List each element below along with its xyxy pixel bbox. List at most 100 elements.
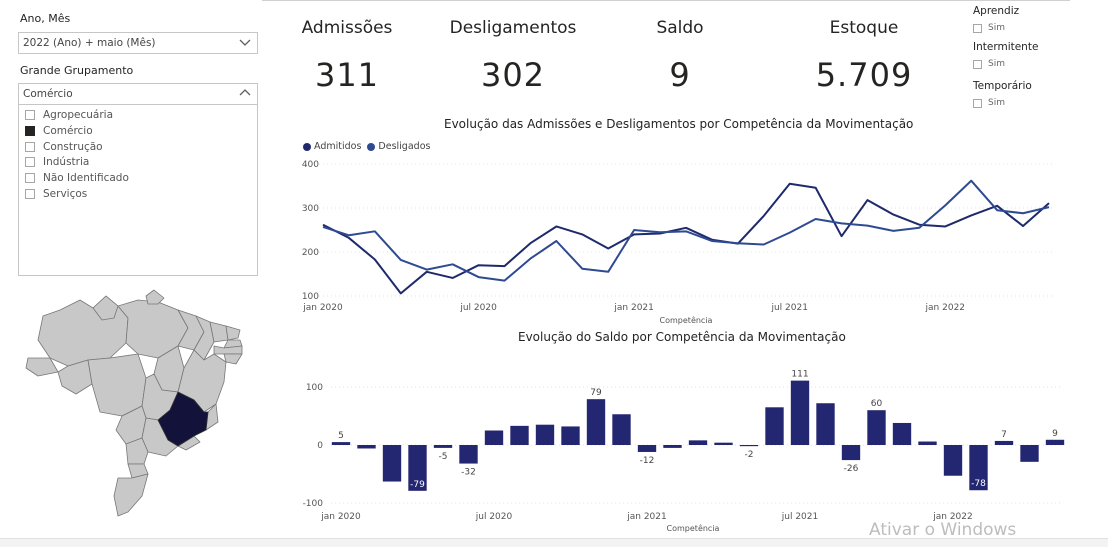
saldo-bar — [510, 425, 529, 445]
saldo-bar — [892, 422, 912, 445]
option-label: Serviços — [43, 188, 88, 200]
state-rn[interactable] — [225, 325, 241, 341]
checkbox[interactable] — [973, 98, 982, 108]
option-label: Comércio — [43, 125, 93, 137]
filter-temporario-sim[interactable]: Sim — [973, 98, 1005, 108]
legend-admitidos[interactable]: Admitidos — [303, 141, 361, 152]
checkbox[interactable] — [25, 173, 35, 183]
state-mg-highlight[interactable] — [157, 391, 209, 447]
saldo-bar — [331, 442, 351, 445]
state-mt[interactable] — [87, 353, 147, 417]
line-chart[interactable]: 100 200 300 400 jan 2020 jul 2020 jan 2021 jul … — [295, 156, 1065, 328]
period-slicer-title: Ano, Mês — [20, 12, 71, 25]
state-al-se[interactable] — [223, 353, 243, 365]
saldo-bar — [969, 445, 988, 491]
data-label: -78 — [971, 479, 986, 489]
x-tick-label: jan 2020 — [302, 303, 343, 313]
option-label: Sim — [988, 23, 1005, 33]
x-axis-label: Competência — [667, 523, 720, 533]
checkbox[interactable] — [973, 23, 982, 33]
x-axis-label: Competência — [660, 315, 713, 325]
data-label: 79 — [590, 388, 602, 398]
filter-aprendiz-sim[interactable]: Sim — [973, 23, 1005, 33]
legend-label: Admitidos — [314, 141, 362, 152]
saldo-bar — [561, 426, 580, 445]
saldo-bar — [382, 445, 402, 482]
x-tick-label: jul 2020 — [475, 512, 513, 522]
saldo-bar — [867, 410, 886, 445]
saldo-bar — [841, 445, 861, 461]
filter-aprendiz-title: Aprendiz — [973, 5, 1020, 17]
state-ac[interactable] — [25, 357, 59, 377]
kpi-desligamentos-label: Desligamentos — [449, 18, 577, 38]
data-label: 9 — [1052, 429, 1058, 439]
option-agropecuaria[interactable]: Agropecuária — [25, 108, 113, 122]
desligados-line — [322, 179, 1050, 282]
top-divider — [262, 0, 1070, 1]
option-label: Indústria — [43, 156, 90, 168]
saldo-bar — [918, 441, 937, 445]
x-tick-label: jan 2022 — [925, 303, 966, 313]
windows-activation-watermark: Ativar o Windows — [869, 520, 1017, 540]
option-comercio[interactable]: Comércio — [25, 124, 93, 138]
state-rr[interactable] — [92, 295, 119, 321]
line-chart-legend: Admitidos Desligados — [303, 141, 436, 152]
saldo-bar — [663, 445, 682, 448]
option-nao-identificado[interactable]: Não Identificado — [25, 171, 129, 185]
y-tick-label: 200 — [302, 248, 319, 258]
option-label: Não Identificado — [43, 172, 129, 184]
checkbox-checked[interactable] — [25, 126, 35, 136]
saldo-bar — [586, 399, 606, 445]
filter-intermitente-sim[interactable]: Sim — [973, 59, 1005, 69]
filter-temporario-title: Temporário — [973, 80, 1032, 92]
option-label: Sim — [988, 59, 1005, 69]
option-construcao[interactable]: Construção — [25, 140, 103, 154]
state-ap[interactable] — [145, 289, 165, 305]
data-label: -26 — [844, 464, 859, 474]
saldo-bar — [459, 445, 478, 464]
option-servicos[interactable]: Serviços — [25, 187, 87, 201]
state-pr[interactable] — [125, 437, 149, 465]
legend-dot — [367, 142, 376, 151]
group-dropdown[interactable]: Comércio — [18, 83, 258, 105]
saldo-bar — [943, 445, 963, 476]
x-tick-label: jan 2021 — [626, 512, 667, 522]
saldo-bar — [816, 403, 835, 445]
saldo-bar — [994, 440, 1014, 445]
y-tick-label: 0 — [317, 441, 323, 451]
checkbox[interactable] — [25, 142, 35, 152]
period-dropdown[interactable]: 2022 (Ano) + maio (Mês) — [18, 32, 258, 54]
x-tick-label: jan 2020 — [320, 512, 361, 522]
option-label: Construção — [43, 141, 103, 153]
option-label: Sim — [988, 98, 1005, 108]
legend-desligados[interactable]: Desligados — [367, 141, 430, 152]
saldo-bar — [612, 414, 631, 445]
saldo-bar — [790, 380, 810, 445]
saldo-bar — [1045, 439, 1065, 445]
kpi-estoque-label: Estoque — [829, 18, 899, 38]
saldo-bar — [433, 445, 453, 448]
saldo-bar — [484, 430, 504, 445]
legend-dot — [303, 142, 311, 151]
state-pe[interactable] — [213, 345, 243, 355]
data-label: 60 — [871, 399, 883, 409]
legend-label: Desligados — [378, 141, 431, 152]
checkbox[interactable] — [25, 189, 35, 199]
checkbox[interactable] — [973, 59, 982, 69]
option-industria[interactable]: Indústria — [25, 155, 89, 169]
admitidos-line — [322, 182, 1050, 295]
brazil-map[interactable] — [18, 288, 254, 524]
checkbox[interactable] — [25, 110, 35, 120]
state-ro[interactable] — [57, 359, 93, 395]
saldo-bar — [739, 445, 759, 447]
state-rs[interactable] — [113, 473, 149, 517]
bottom-bar — [0, 538, 1108, 547]
saldo-bar — [357, 445, 376, 449]
x-tick-label: jul 2020 — [459, 303, 497, 313]
option-label: Agropecuária — [43, 109, 114, 121]
saldo-bar — [637, 445, 657, 452]
saldo-bar — [408, 445, 427, 491]
y-tick-label: -100 — [303, 499, 324, 509]
checkbox[interactable] — [25, 157, 35, 167]
